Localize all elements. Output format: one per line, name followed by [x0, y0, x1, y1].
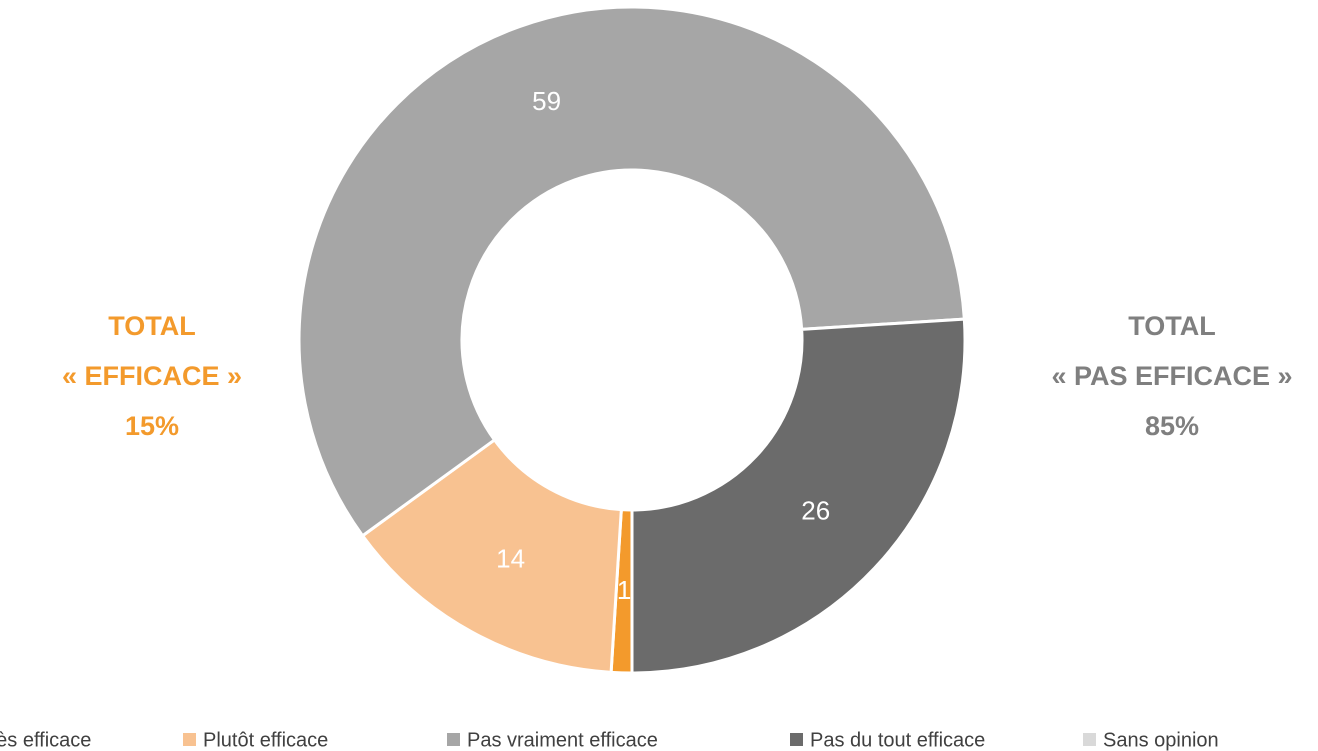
legend-label: Très efficace	[0, 729, 91, 751]
legend-swatch	[183, 733, 196, 746]
annotation: 15%	[125, 411, 179, 441]
donut-segment	[297, 5, 966, 538]
annotation: « PAS EFFICACE »	[1051, 361, 1292, 391]
annotation: 85%	[1145, 411, 1199, 441]
legend-label: Plutôt efficace	[203, 729, 328, 751]
legend-swatch	[447, 733, 460, 746]
legend-label: Pas vraiment efficace	[467, 729, 658, 751]
annotation: TOTAL	[108, 311, 196, 341]
legend-label: Pas du tout efficace	[810, 729, 985, 751]
annotation: TOTAL	[1128, 311, 1216, 341]
donut-segment	[360, 437, 623, 674]
data-label: 14	[496, 544, 525, 574]
legend-swatch	[790, 733, 803, 746]
data-label: 59	[532, 86, 561, 116]
data-label: 26	[801, 495, 830, 525]
legend-swatch	[1083, 733, 1096, 746]
donut-segment	[630, 317, 967, 675]
annotation: « EFFICACE »	[62, 361, 242, 391]
legend-label: Sans opinion	[1103, 729, 1219, 751]
data-label: 1	[617, 575, 631, 605]
